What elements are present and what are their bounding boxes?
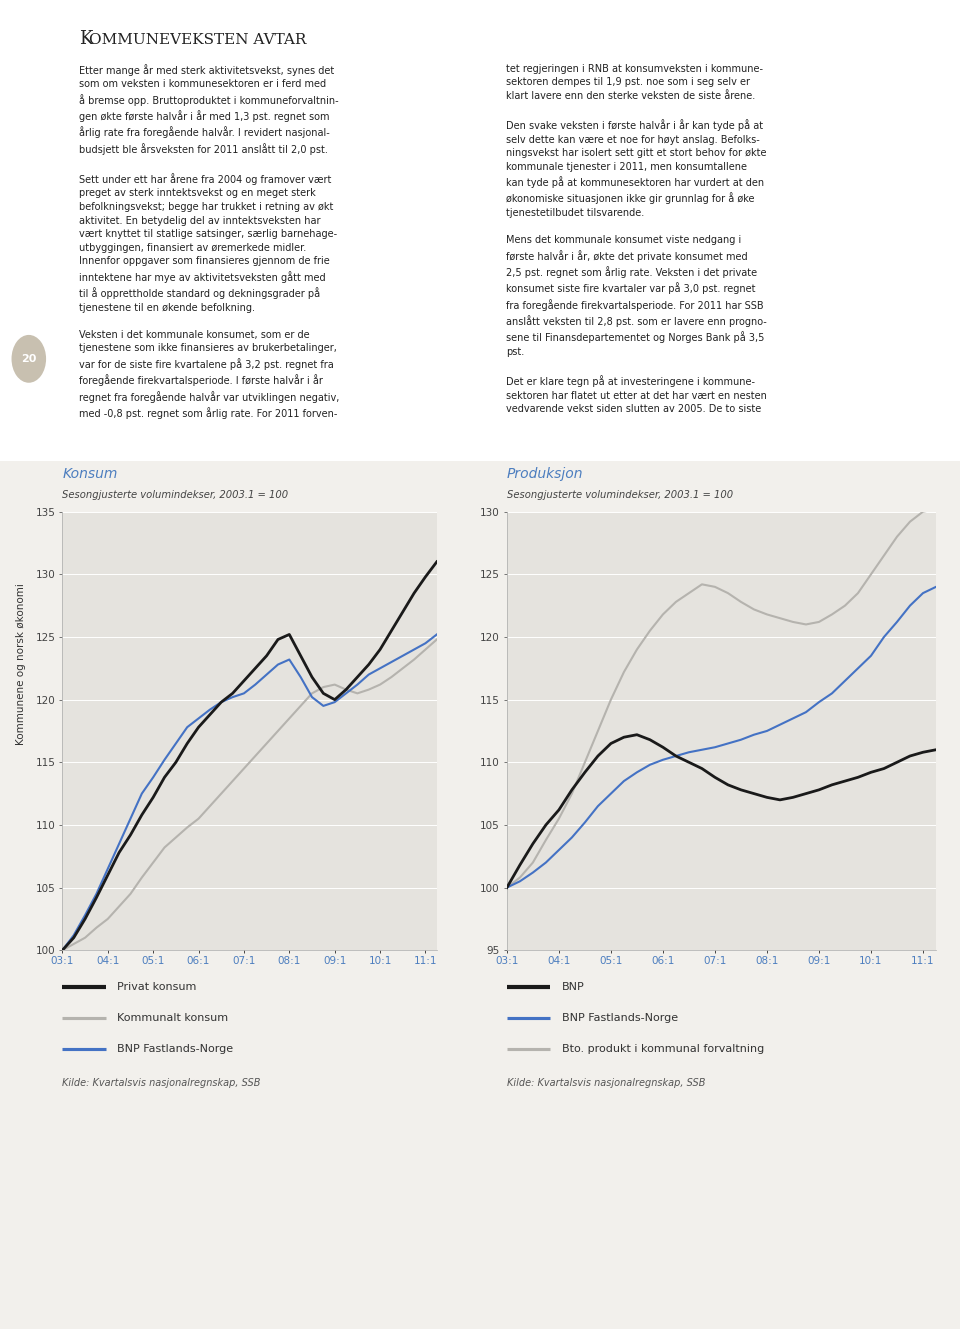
Text: K: K: [79, 29, 92, 48]
Text: BNP: BNP: [562, 982, 585, 993]
Text: Kommunene og norsk økonomi: Kommunene og norsk økonomi: [16, 583, 26, 746]
Text: Kommunalt konsum: Kommunalt konsum: [117, 1013, 228, 1023]
Text: Privat konsum: Privat konsum: [117, 982, 197, 993]
Text: BNP Fastlands-Norge: BNP Fastlands-Norge: [562, 1013, 678, 1023]
Text: 20: 20: [21, 354, 36, 364]
Text: BNP Fastlands-Norge: BNP Fastlands-Norge: [117, 1043, 233, 1054]
Text: Etter mange år med sterk aktivitetsvekst, synes det
som om veksten i kommunesekt: Etter mange år med sterk aktivitetsvekst…: [79, 64, 339, 419]
Text: Sesongjusterte volumindekser, 2003.1 = 100: Sesongjusterte volumindekser, 2003.1 = 1…: [62, 490, 289, 501]
Text: Kilde: Kvartalsvis nasjonalregnskap, SSB: Kilde: Kvartalsvis nasjonalregnskap, SSB: [62, 1078, 261, 1088]
Text: Sesongjusterte volumindekser, 2003.1 = 100: Sesongjusterte volumindekser, 2003.1 = 1…: [507, 490, 733, 501]
Text: OMMUNEVEKSTEN AVTAR: OMMUNEVEKSTEN AVTAR: [89, 33, 306, 47]
Text: Bto. produkt i kommunal forvaltning: Bto. produkt i kommunal forvaltning: [562, 1043, 764, 1054]
Text: Produksjon: Produksjon: [507, 468, 584, 481]
Text: tet regjeringen i RNB at konsumveksten i kommune-
sektoren dempes til 1,9 pst. n: tet regjeringen i RNB at konsumveksten i…: [506, 64, 767, 415]
Text: Kilde: Kvartalsvis nasjonalregnskap, SSB: Kilde: Kvartalsvis nasjonalregnskap, SSB: [507, 1078, 706, 1088]
Text: Konsum: Konsum: [62, 468, 118, 481]
